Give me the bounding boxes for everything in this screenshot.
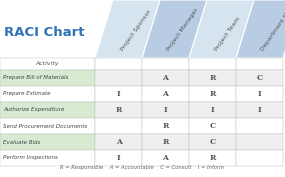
Bar [95,70,142,86]
Bar [236,118,283,134]
Text: C: C [209,138,215,146]
Bar [142,58,189,70]
Text: A: A [162,90,168,98]
Text: R: R [115,106,122,114]
Text: I: I [258,106,261,114]
Text: I: I [258,90,261,98]
Bar [142,86,189,102]
Text: Project Manager: Project Manager [166,7,200,52]
Bar [0,58,95,70]
Bar [95,150,142,166]
Text: A: A [162,154,168,162]
Text: Prepare Bill of Materials: Prepare Bill of Materials [3,76,68,81]
Text: R: R [209,90,216,98]
Bar [189,118,236,134]
Text: Prepare Estimate: Prepare Estimate [3,92,50,96]
Bar [95,86,142,102]
Text: I: I [211,106,214,114]
Bar [189,134,236,150]
Bar [0,134,95,150]
Text: Perform Inspections: Perform Inspections [3,156,58,161]
Text: Department Manager: Department Manager [260,0,285,52]
Bar [142,150,189,166]
Text: Activity: Activity [36,61,59,67]
Text: RACI Chart: RACI Chart [4,27,84,39]
Bar [236,102,283,118]
Polygon shape [236,0,285,58]
Text: Project Sponsor: Project Sponsor [119,9,152,52]
Text: R: R [209,74,216,82]
Bar [142,134,189,150]
Text: A: A [162,74,168,82]
Bar [142,70,189,86]
Text: Evaluate Bids: Evaluate Bids [3,139,40,144]
Text: R: R [162,122,169,130]
Bar [0,70,95,86]
Text: A: A [115,138,121,146]
Text: C: C [256,74,262,82]
Text: I: I [164,106,167,114]
Text: I: I [117,90,120,98]
Bar [0,102,95,118]
Text: Project Team: Project Team [213,16,241,52]
Text: R: R [162,138,169,146]
Bar [95,102,142,118]
Bar [0,86,95,102]
Polygon shape [95,0,160,58]
Bar [95,134,142,150]
Bar [236,134,283,150]
Bar [0,150,95,166]
Bar [236,150,283,166]
Bar [236,58,283,70]
Text: R = Responsible    A = Accountable    C = Consult    I = Inform: R = Responsible A = Accountable C = Cons… [60,165,225,170]
Bar [189,150,236,166]
Bar [142,102,189,118]
Bar [189,70,236,86]
Text: Send Procurement Documents: Send Procurement Documents [3,124,87,129]
Text: C: C [209,122,215,130]
Bar [189,58,236,70]
Bar [236,86,283,102]
Bar [189,86,236,102]
Polygon shape [142,0,207,58]
Polygon shape [189,0,254,58]
Bar [189,102,236,118]
Text: R: R [209,154,216,162]
Bar [95,58,142,70]
Bar [236,70,283,86]
Bar [95,118,142,134]
Text: I: I [117,154,120,162]
Bar [142,118,189,134]
Bar [0,118,95,134]
Text: Authorize Expenditure: Authorize Expenditure [3,107,64,113]
